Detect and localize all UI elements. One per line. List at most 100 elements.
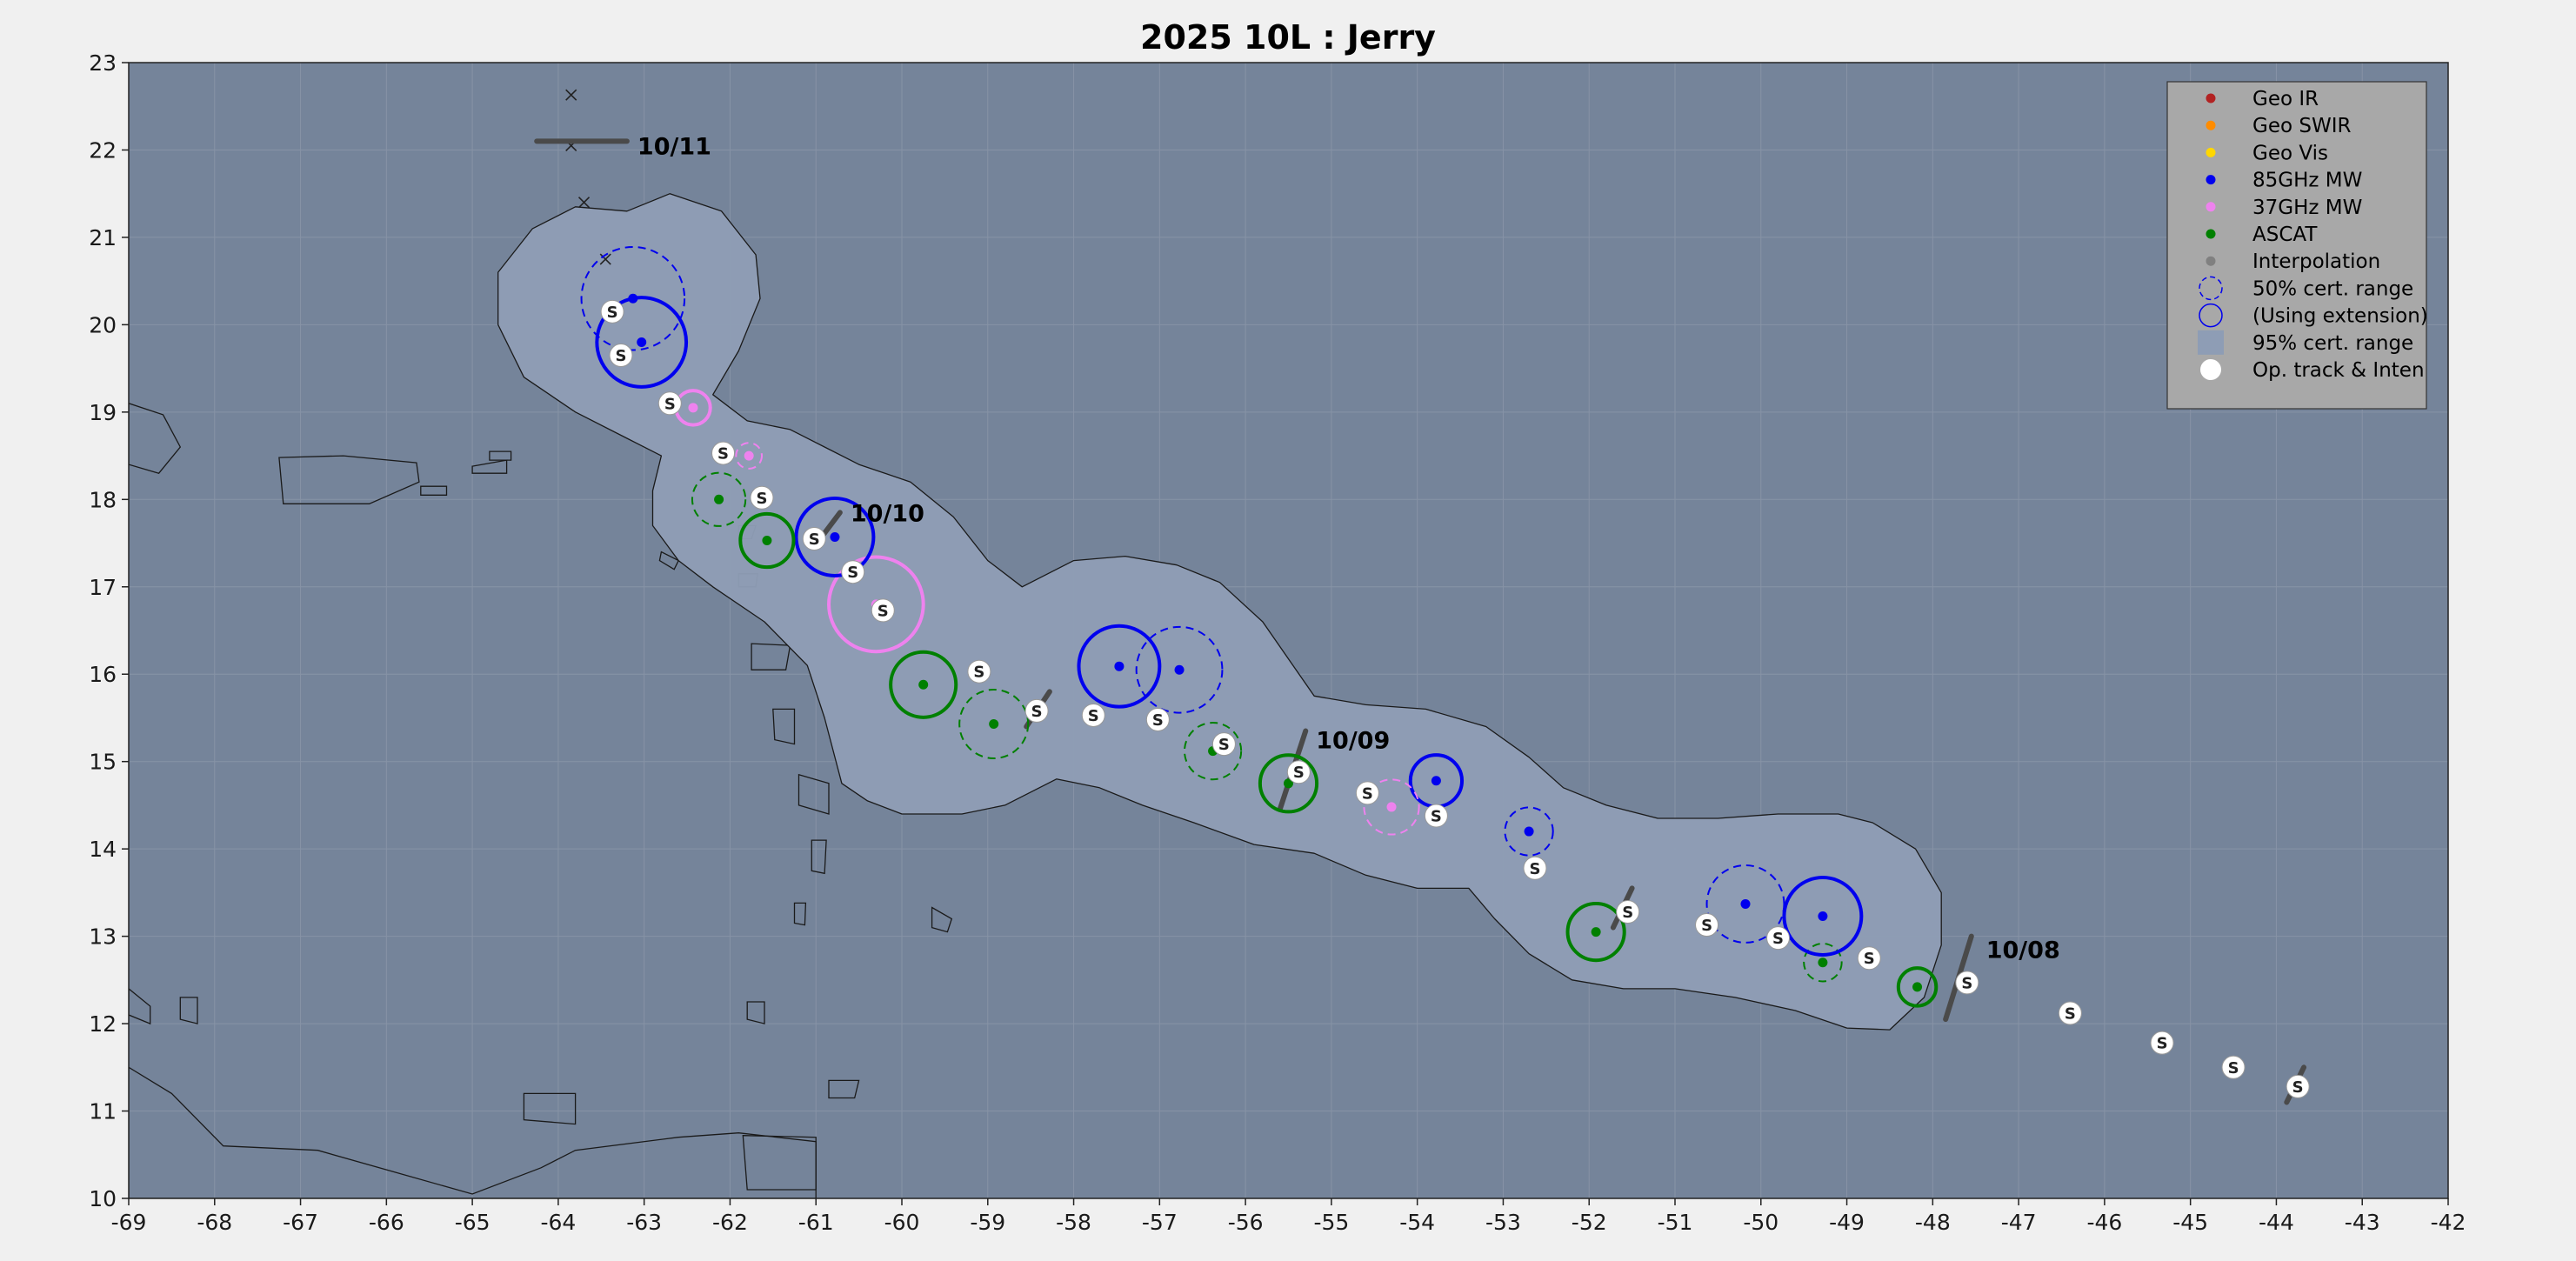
x-tick-label: -51	[1658, 1210, 1693, 1235]
legend-swatch-solid-circle	[2199, 303, 2223, 328]
op-track-marker	[657, 391, 682, 416]
fix-mw85-range	[580, 245, 686, 351]
op-track-label: S	[616, 347, 627, 365]
op-track-marker	[1081, 703, 1105, 727]
cone-95-layer	[497, 193, 1942, 1031]
land-st-vincent	[793, 902, 807, 926]
land-tortola	[489, 450, 512, 461]
land-barbados	[931, 906, 953, 933]
fix-mw85-point	[830, 532, 840, 543]
fix-mw85-range	[1782, 876, 1864, 957]
fix-ascat-point	[918, 679, 929, 690]
fix-ascat-point	[1591, 927, 1601, 937]
fix-mw85-range	[1135, 625, 1224, 714]
fix-mw85-point	[628, 293, 638, 304]
legend-label: 95% cert. range	[2252, 332, 2413, 355]
fix-ascat-range	[889, 650, 958, 719]
op-track-label: S	[664, 395, 676, 413]
op-track-marker	[967, 659, 991, 684]
fix-ascat-point	[1912, 982, 1923, 992]
op-track-marker	[1857, 946, 1881, 971]
fix-mw37-range	[1363, 778, 1420, 836]
ocean-background	[129, 63, 2448, 1198]
op-track-label: S	[1362, 784, 1373, 803]
land-hispaniola	[129, 403, 182, 474]
cone-95-area	[497, 193, 1942, 1031]
op-track-marker	[1695, 913, 1719, 937]
legend-label: ASCAT	[2252, 224, 2318, 246]
fix-mw37-point	[688, 403, 698, 413]
op-track-label: S	[1218, 736, 1230, 754]
y-tick-label: 13	[89, 924, 117, 950]
fix-mw85-point	[1431, 776, 1441, 786]
op-track-marker	[2150, 1031, 2174, 1055]
y-tick-label: 21	[89, 225, 117, 250]
fix-ascat-range	[691, 471, 747, 527]
op-track-marker	[871, 598, 895, 623]
op-track-label: S	[717, 445, 729, 464]
y-tick-label: 20	[89, 312, 117, 337]
op-track-marker	[1616, 899, 1640, 924]
fix-mw85-point	[1114, 661, 1124, 671]
land-vieques	[420, 485, 448, 496]
op-track-label: S	[973, 664, 984, 682]
legend: Geo IR Geo SWIR Geo Vis 85GHz MW 37GHz MW ASC…	[2166, 81, 2428, 410]
legend-label: 50% cert. range	[2252, 277, 2413, 300]
legend-swatch-white-dot	[2200, 359, 2221, 380]
x-tick-label: -60	[884, 1210, 920, 1235]
x-tick-label: -43	[2345, 1210, 2380, 1235]
op-track-marker	[1024, 698, 1049, 723]
legend-swatch-dot	[2206, 229, 2216, 239]
y-tick-label: 17	[89, 575, 117, 600]
land-st-kitts	[658, 550, 680, 570]
x-tick-label: -53	[1485, 1210, 1521, 1235]
legend-label: Op. track & Inten	[2252, 359, 2425, 382]
op-track-label: S	[1431, 807, 1442, 825]
land-curacao	[129, 988, 151, 1025]
y-tick-label: 18	[89, 487, 117, 512]
x-mark	[577, 197, 591, 209]
op-track-label: S	[847, 564, 858, 582]
legend-swatch-dot	[2206, 202, 2216, 212]
x-tick-label: -49	[1829, 1210, 1865, 1235]
y-tick-label: 23	[89, 50, 117, 76]
x-tick-label: -67	[283, 1210, 318, 1235]
date-labels-layer: 10/11 10/10 10/09 10/08	[637, 133, 2060, 964]
op-track-marker	[609, 344, 633, 368]
x-tick-label: -54	[1399, 1210, 1435, 1235]
legend-label: Geo SWIR	[2252, 115, 2351, 137]
land-puerto-rico	[278, 455, 420, 504]
fix-mw85-range	[595, 296, 689, 389]
x-tick-label: -59	[970, 1210, 1005, 1235]
x-tick-label: -57	[1142, 1210, 1178, 1235]
legend-swatch-dot	[2206, 120, 2216, 130]
op-track-marker	[1424, 804, 1448, 828]
op-track-marker	[1355, 781, 1379, 805]
legend-label: (Using extension)	[2252, 305, 2428, 328]
x-tick-label: -47	[2001, 1210, 2037, 1235]
fix-ascat-point	[989, 718, 999, 729]
fix-ascat-range	[1565, 901, 1626, 963]
op-track-label: S	[1772, 930, 1784, 948]
x-tick-label: -52	[1572, 1210, 1607, 1235]
date-label: 10/09	[1316, 728, 1390, 755]
axes: -69 -68 -67 -66 -65 -64 -63 -62 -61 -60 -59 -58 -57 -…	[89, 50, 2466, 1235]
fix-ascat-range	[1258, 753, 1319, 814]
op-track-marker	[2221, 1055, 2246, 1079]
op-track-marker	[1145, 707, 1170, 731]
date-label: 10/10	[851, 500, 924, 527]
fix-mw37-range	[735, 442, 763, 470]
op-track-marker	[2058, 1001, 2082, 1025]
y-tick-label: 11	[89, 1099, 117, 1124]
op-track-marker	[600, 299, 624, 324]
land-trinidad	[742, 1135, 817, 1191]
legend-swatch-dot	[2206, 175, 2216, 185]
x-tick-label: -63	[626, 1210, 662, 1235]
x-tick-label: -45	[2172, 1210, 2208, 1235]
op-track-label: S	[2292, 1078, 2304, 1097]
legend-label: Interpolation	[2252, 250, 2380, 273]
op-track-marker	[1523, 856, 1547, 880]
op-track-marker	[1286, 760, 1311, 784]
op-track-label: S	[1864, 950, 1875, 968]
